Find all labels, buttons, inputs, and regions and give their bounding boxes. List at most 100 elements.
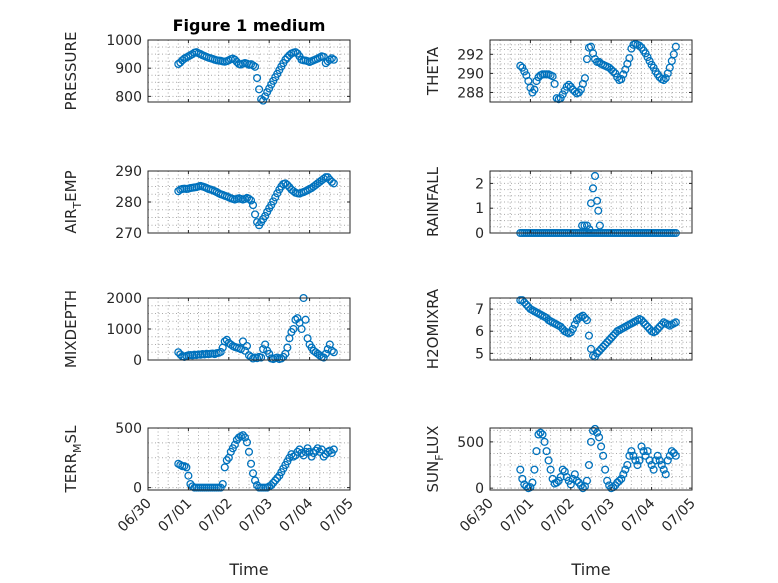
y-tick-label: 1000	[106, 322, 142, 338]
data-point	[182, 463, 191, 472]
data-point	[568, 324, 577, 334]
data-point	[661, 74, 670, 83]
data-point	[556, 322, 565, 331]
data-point	[230, 440, 239, 449]
subplot-0: 800 900 1000 PRESSURE Figure 1 medium	[62, 16, 351, 110]
data-point	[329, 179, 338, 188]
data-point	[277, 354, 286, 363]
y-tick-label: 290	[115, 164, 142, 180]
data-point	[645, 456, 654, 465]
data-point	[226, 340, 235, 349]
data-point	[534, 430, 543, 439]
y-tick-label: 288	[457, 85, 484, 101]
data-point	[293, 314, 302, 323]
data-point	[321, 349, 330, 358]
data-point	[285, 51, 294, 60]
data-point	[520, 67, 529, 76]
data-point	[251, 476, 260, 485]
data-point	[522, 300, 531, 309]
axes-frame	[489, 297, 693, 361]
data-point	[230, 55, 239, 64]
data-point	[546, 465, 555, 474]
data-point	[297, 324, 306, 334]
data-point	[558, 465, 567, 474]
data-point	[619, 70, 628, 79]
data-point	[265, 84, 274, 93]
y-tick-label: 0	[475, 226, 484, 242]
data-point	[570, 320, 579, 329]
data-point	[572, 476, 581, 485]
data-point	[643, 322, 652, 331]
data-point	[609, 483, 618, 492]
data-point	[526, 483, 535, 492]
data-point	[261, 92, 270, 101]
data-series	[174, 173, 338, 230]
subplot-4: 0 1000 2000 MIXDEPTH	[62, 290, 351, 369]
data-point	[289, 324, 298, 334]
data-point	[593, 349, 602, 358]
data-point	[325, 55, 334, 64]
y-tick-label: 900	[115, 61, 142, 77]
data-point	[637, 442, 646, 451]
y-tick-label: 500	[115, 421, 142, 437]
axes-frame	[147, 427, 351, 491]
data-point	[271, 193, 280, 202]
y-tick-label: 270	[115, 226, 142, 242]
data-point	[552, 478, 561, 487]
y-tick-label: 0	[133, 481, 142, 497]
x-tick-label: 07/02	[196, 496, 236, 536]
data-point	[319, 452, 328, 461]
x-tick-label: 07/03	[236, 496, 276, 536]
axes-frame	[147, 39, 351, 103]
data-point	[236, 345, 245, 354]
data-point	[259, 96, 268, 105]
data-point	[238, 431, 247, 440]
data-point	[671, 451, 680, 460]
y-tick-label: 2	[475, 176, 484, 192]
data-point	[257, 353, 266, 362]
data-point	[645, 56, 654, 66]
data-point	[649, 63, 658, 72]
data-point	[558, 90, 567, 99]
y-axis-label: SUNFLUX	[424, 426, 446, 493]
y-tick-label: 0	[475, 481, 484, 497]
data-point	[617, 75, 626, 84]
data-point	[516, 61, 525, 70]
data-point	[222, 456, 231, 465]
data-point	[655, 456, 664, 465]
data-point	[580, 313, 589, 322]
data-point	[609, 331, 618, 340]
data-point	[588, 184, 598, 193]
data-point	[325, 446, 334, 455]
data-point	[590, 171, 600, 181]
data-point	[536, 428, 545, 437]
y-tick-label: 292	[457, 47, 484, 63]
data-point	[293, 447, 302, 456]
data-point	[271, 476, 280, 485]
data-point	[601, 340, 610, 349]
data-point	[595, 433, 604, 442]
data-point	[242, 341, 252, 351]
data-point	[297, 448, 306, 458]
subplot-1: 288 290 292 THETA	[424, 39, 693, 104]
data-point	[582, 476, 592, 485]
y-tick-label: 2000	[106, 291, 142, 307]
data-point	[255, 85, 264, 94]
data-point	[329, 348, 338, 357]
data-point	[659, 76, 668, 85]
data-point	[631, 456, 640, 465]
data-point	[323, 345, 332, 354]
data-point	[641, 320, 650, 329]
data-point	[584, 331, 594, 340]
y-tick-label: 280	[115, 195, 142, 211]
data-point	[273, 353, 282, 362]
data-series	[516, 296, 680, 361]
data-point	[603, 476, 612, 485]
data-point	[667, 447, 676, 456]
data-point	[643, 53, 652, 62]
data-point	[528, 478, 537, 487]
x-tick-label: 07/02	[538, 496, 578, 536]
data-point	[629, 451, 638, 460]
data-point	[601, 465, 610, 474]
data-point	[625, 451, 634, 460]
